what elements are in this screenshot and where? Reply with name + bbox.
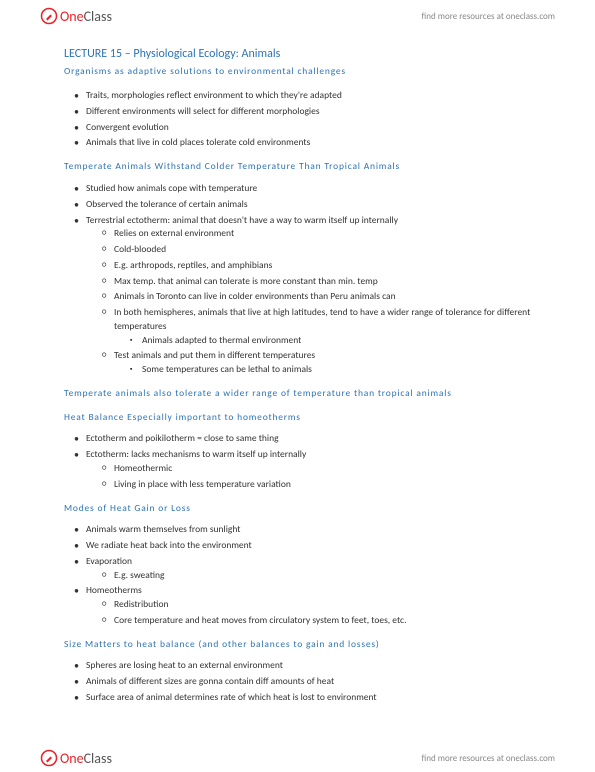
list-item: Some temperatures can be lethal to anima… bbox=[142, 363, 531, 377]
footer-tagline: find more resources at oneclass.com bbox=[422, 753, 555, 764]
list-item: Max temp. that animal can tolerate is mo… bbox=[114, 275, 531, 289]
header-tagline: find more resources at oneclass.com bbox=[422, 11, 555, 22]
pencil-circle-icon bbox=[40, 749, 58, 767]
header-bar: OneClass find more resources at oneclass… bbox=[0, 0, 595, 28]
list-item: Relies on external environment bbox=[114, 227, 531, 241]
brand-text: OneClass bbox=[60, 750, 112, 767]
list-item: Animals in Toronto can live in colder en… bbox=[114, 290, 531, 304]
list-item: Test animals and put them in different t… bbox=[114, 349, 531, 377]
section-heading: Modes of Heat Gain or Loss bbox=[64, 502, 531, 516]
list-item: E.g. sweating bbox=[114, 569, 531, 583]
section-heading: Temperate animals also tolerate a wider … bbox=[64, 387, 531, 401]
list-item: In both hemispheres, animals that live a… bbox=[114, 306, 531, 347]
list-item: Homeotherms Redistribution Core temperat… bbox=[86, 584, 531, 627]
section-heading: Heat Balance Especially important to hom… bbox=[64, 411, 531, 425]
lecture-subtitle: Organisms as adaptive solutions to envir… bbox=[64, 65, 531, 79]
brand-logo-footer: OneClass bbox=[40, 749, 112, 767]
section-4-list: Ectotherm and poikilotherm = close to sa… bbox=[64, 432, 531, 491]
list-item: Core temperature and heat moves from cir… bbox=[114, 614, 531, 628]
list-item: Animals warm themselves from sunlight bbox=[86, 523, 531, 537]
list-item: Spheres are losing heat to an external e… bbox=[86, 659, 531, 673]
section-heading: Temperate Animals Withstand Colder Tempe… bbox=[64, 160, 531, 174]
brand-logo: OneClass bbox=[40, 7, 112, 25]
pencil-circle-icon bbox=[40, 7, 58, 25]
section-heading: Size Matters to heat balance (and other … bbox=[64, 638, 531, 652]
document-body: LECTURE 15 – Physiological Ecology: Anim… bbox=[0, 28, 595, 723]
list-item: Animals adapted to thermal environment bbox=[142, 334, 531, 348]
list-item: E.g. arthropods, reptiles, and amphibian… bbox=[114, 259, 531, 273]
list-item: Traits, morphologies reflect environment… bbox=[86, 89, 531, 103]
list-item: We radiate heat back into the environmen… bbox=[86, 539, 531, 553]
list-item: Cold-blooded bbox=[114, 243, 531, 257]
list-item: Homeothermic bbox=[114, 462, 531, 476]
brand-text: OneClass bbox=[60, 8, 112, 25]
list-item: Evaporation E.g. sweating bbox=[86, 555, 531, 583]
list-item: Animals that live in cold places tolerat… bbox=[86, 136, 531, 150]
list-item: Terrestrial ectotherm: animal that doesn… bbox=[86, 214, 531, 377]
list-item: Redistribution bbox=[114, 598, 531, 612]
list-item: Observed the tolerance of certain animal… bbox=[86, 198, 531, 212]
list-item: Studied how animals cope with temperatur… bbox=[86, 182, 531, 196]
footer-bar: OneClass find more resources at oneclass… bbox=[0, 742, 595, 770]
list-item: Ectotherm: lacks mechanisms to warm itse… bbox=[86, 448, 531, 491]
lecture-title: LECTURE 15 – Physiological Ecology: Anim… bbox=[64, 46, 531, 63]
list-item: Surface area of animal determines rate o… bbox=[86, 691, 531, 705]
list-item: Convergent evolution bbox=[86, 121, 531, 135]
list-item: Ectotherm and poikilotherm = close to sa… bbox=[86, 432, 531, 446]
section-1-list: Traits, morphologies reflect environment… bbox=[64, 89, 531, 150]
list-item: Different environments will select for d… bbox=[86, 105, 531, 119]
list-item: Animals of different sizes are gonna con… bbox=[86, 675, 531, 689]
section-6-list: Spheres are losing heat to an external e… bbox=[64, 659, 531, 704]
section-5-list: Animals warm themselves from sunlight We… bbox=[64, 523, 531, 627]
section-2-list: Studied how animals cope with temperatur… bbox=[64, 182, 531, 377]
list-item: Living in place with less temperature va… bbox=[114, 478, 531, 492]
